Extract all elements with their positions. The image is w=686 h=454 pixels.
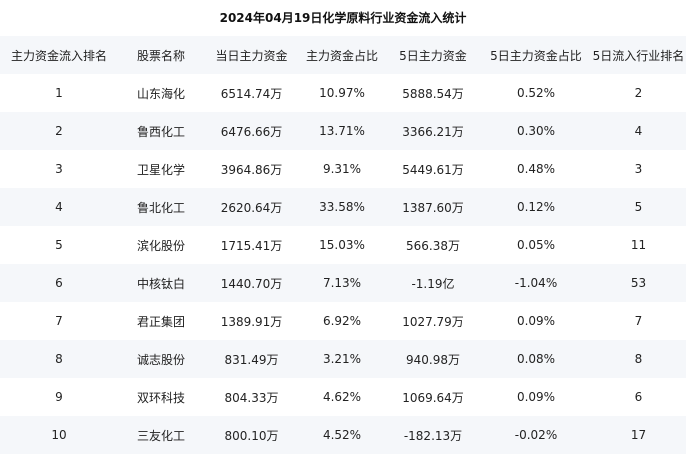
5day-industry-rank-cell: 4 bbox=[634, 124, 643, 138]
daily-main-funds-cell: 800.10万 bbox=[224, 428, 279, 443]
column-header-rank: 主力资金流入排名 bbox=[10, 48, 107, 63]
daily-main-funds-cell: 2620.64万 bbox=[220, 200, 283, 215]
main-funds-ratio-cell: 33.58% bbox=[319, 200, 365, 214]
5day-main-funds-ratio-cell: -0.02% bbox=[514, 428, 558, 442]
5day-industry-rank-cell: 2 bbox=[634, 86, 643, 100]
daily-main-funds-cell: 6514.74万 bbox=[220, 86, 283, 101]
daily-main-funds-cell: 831.49万 bbox=[224, 352, 279, 367]
daily-main-funds-cell: 1389.91万 bbox=[220, 314, 283, 329]
fund-flow-table: 主力资金流入排名 股票名称 当日主力资金 主力资金占比 5日主力资金 5日主力资… bbox=[0, 36, 686, 454]
column-header-daily-main-funds: 当日主力资金 bbox=[215, 48, 288, 63]
5day-main-funds-cell: 940.98万 bbox=[406, 352, 460, 367]
rank-cell: 2 bbox=[55, 124, 63, 138]
5day-industry-rank-cell: 11 bbox=[630, 238, 647, 252]
table-row: 4 鲁北化工 2620.64万 33.58% 1387.60万 0.12% 5 bbox=[0, 188, 686, 226]
main-funds-ratio-cell: 4.62% bbox=[322, 390, 362, 404]
table-row: 1 山东海化 6514.74万 10.97% 5888.54万 0.52% 2 bbox=[0, 74, 686, 112]
page-title: 2024年04月19日化学原料行业资金流入统计 bbox=[219, 11, 467, 25]
column-header-main-funds-ratio: 主力资金占比 bbox=[305, 48, 378, 63]
main-funds-ratio-cell: 4.52% bbox=[322, 428, 362, 442]
rank-cell: 4 bbox=[55, 200, 63, 214]
table-body: 1 山东海化 6514.74万 10.97% 5888.54万 0.52% 2 2 鲁西化工 64… bbox=[0, 74, 686, 454]
table-row: 8 诚志股份 831.49万 3.21% 940.98万 0.08% 8 bbox=[0, 340, 686, 378]
5day-main-funds-cell: 5449.61万 bbox=[402, 162, 464, 177]
column-header-5day-main-funds: 5日主力资金 bbox=[399, 48, 467, 63]
5day-main-funds-ratio-cell: 0.52% bbox=[516, 86, 556, 100]
rank-cell: 3 bbox=[55, 162, 63, 176]
5day-industry-rank-cell: 8 bbox=[634, 352, 643, 366]
rank-cell: 8 bbox=[55, 352, 63, 366]
main-funds-ratio-cell: 3.21% bbox=[322, 352, 362, 366]
5day-main-funds-cell: -182.13万 bbox=[403, 428, 463, 443]
main-funds-ratio-cell: 7.13% bbox=[322, 276, 362, 290]
column-header-5day-main-funds-ratio: 5日主力资金占比 bbox=[490, 48, 582, 63]
table-row: 3 卫星化学 3964.86万 9.31% 5449.61万 0.48% 3 bbox=[0, 150, 686, 188]
5day-main-funds-ratio-cell: 0.09% bbox=[516, 314, 556, 328]
daily-main-funds-cell: 804.33万 bbox=[224, 390, 279, 405]
5day-main-funds-ratio-cell: 0.30% bbox=[516, 124, 556, 138]
daily-main-funds-cell: 6476.66万 bbox=[220, 124, 283, 139]
5day-main-funds-ratio-cell: 0.05% bbox=[516, 238, 556, 252]
table-header-row: 主力资金流入排名 股票名称 当日主力资金 主力资金占比 5日主力资金 5日主力资… bbox=[0, 36, 686, 74]
main-funds-ratio-cell: 15.03% bbox=[319, 238, 365, 252]
rank-cell: 5 bbox=[55, 238, 63, 252]
stock-name-cell: 中核钛白 bbox=[136, 276, 185, 291]
daily-main-funds-cell: 1440.70万 bbox=[220, 276, 283, 291]
rank-cell: 7 bbox=[55, 314, 63, 328]
table-row: 7 君正集团 1389.91万 6.92% 1027.79万 0.09% 7 bbox=[0, 302, 686, 340]
rank-cell: 1 bbox=[55, 86, 63, 100]
5day-industry-rank-cell: 6 bbox=[634, 390, 643, 404]
5day-industry-rank-cell: 53 bbox=[630, 276, 647, 290]
5day-main-funds-cell: 1069.64万 bbox=[402, 390, 464, 405]
5day-main-funds-cell: -1.19亿 bbox=[411, 276, 455, 291]
5day-main-funds-ratio-cell: 0.12% bbox=[516, 200, 556, 214]
rank-cell: 9 bbox=[55, 390, 63, 404]
table-row: 6 中核钛白 1440.70万 7.13% -1.19亿 -1.04% 53 bbox=[0, 264, 686, 302]
column-header-stock-name: 股票名称 bbox=[136, 48, 185, 63]
5day-main-funds-ratio-cell: 0.09% bbox=[516, 390, 556, 404]
stock-name-cell: 双环科技 bbox=[136, 390, 185, 405]
daily-main-funds-cell: 3964.86万 bbox=[220, 162, 283, 177]
rank-cell: 6 bbox=[55, 276, 63, 290]
5day-industry-rank-cell: 3 bbox=[634, 162, 643, 176]
main-funds-ratio-cell: 6.92% bbox=[322, 314, 362, 328]
main-funds-ratio-cell: 9.31% bbox=[322, 162, 362, 176]
stock-name-cell: 卫星化学 bbox=[136, 162, 185, 177]
5day-main-funds-ratio-cell: 0.08% bbox=[516, 352, 556, 366]
5day-industry-rank-cell: 5 bbox=[634, 200, 643, 214]
stock-name-cell: 三友化工 bbox=[136, 428, 185, 443]
stock-name-cell: 鲁西化工 bbox=[136, 124, 185, 139]
5day-main-funds-ratio-cell: -1.04% bbox=[514, 276, 558, 290]
stock-name-cell: 鲁北化工 bbox=[136, 200, 185, 215]
5day-main-funds-ratio-cell: 0.48% bbox=[516, 162, 556, 176]
column-header-5day-industry-rank: 5日流入行业排名 bbox=[592, 48, 685, 63]
stock-name-cell: 山东海化 bbox=[136, 86, 185, 101]
table-row: 10 三友化工 800.10万 4.52% -182.13万 -0.02% 17 bbox=[0, 416, 686, 454]
stock-name-cell: 诚志股份 bbox=[136, 352, 185, 367]
5day-main-funds-cell: 1387.60万 bbox=[402, 200, 464, 215]
5day-main-funds-cell: 1027.79万 bbox=[402, 314, 464, 329]
table-row: 5 滨化股份 1715.41万 15.03% 566.38万 0.05% 11 bbox=[0, 226, 686, 264]
5day-industry-rank-cell: 17 bbox=[630, 428, 647, 442]
stock-name-cell: 滨化股份 bbox=[136, 238, 185, 253]
rank-cell: 10 bbox=[51, 428, 67, 442]
main-funds-ratio-cell: 10.97% bbox=[319, 86, 365, 100]
5day-main-funds-cell: 566.38万 bbox=[406, 238, 460, 253]
daily-main-funds-cell: 1715.41万 bbox=[220, 238, 283, 253]
5day-industry-rank-cell: 7 bbox=[634, 314, 643, 328]
stock-name-cell: 君正集团 bbox=[136, 314, 185, 329]
table-row: 2 鲁西化工 6476.66万 13.71% 3366.21万 0.30% 4 bbox=[0, 112, 686, 150]
table-row: 9 双环科技 804.33万 4.62% 1069.64万 0.09% 6 bbox=[0, 378, 686, 416]
5day-main-funds-cell: 3366.21万 bbox=[402, 124, 464, 139]
5day-main-funds-cell: 5888.54万 bbox=[402, 86, 464, 101]
main-funds-ratio-cell: 13.71% bbox=[319, 124, 365, 138]
